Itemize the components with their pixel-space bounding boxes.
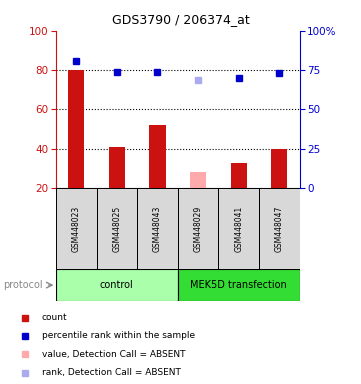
Bar — [259, 188, 300, 269]
Bar — [109, 147, 125, 188]
Text: value, Detection Call = ABSENT: value, Detection Call = ABSENT — [42, 350, 185, 359]
Text: GSM448029: GSM448029 — [193, 205, 203, 252]
Text: GSM448043: GSM448043 — [153, 205, 162, 252]
Bar — [97, 188, 137, 269]
Text: GSM448047: GSM448047 — [275, 205, 284, 252]
Text: GSM448025: GSM448025 — [112, 205, 121, 252]
Bar — [218, 188, 259, 269]
Text: GSM448023: GSM448023 — [72, 205, 81, 252]
Bar — [68, 70, 84, 188]
Bar — [56, 269, 178, 301]
Text: count: count — [42, 313, 67, 323]
Bar — [149, 125, 166, 188]
Bar — [231, 162, 247, 188]
Text: GDS3790 / 206374_at: GDS3790 / 206374_at — [112, 13, 249, 26]
Bar — [178, 188, 218, 269]
Text: percentile rank within the sample: percentile rank within the sample — [42, 331, 195, 340]
Bar — [56, 188, 97, 269]
Bar — [190, 172, 206, 188]
Text: GSM448041: GSM448041 — [234, 205, 243, 252]
Bar — [137, 188, 178, 269]
Bar — [178, 269, 300, 301]
Text: control: control — [100, 280, 134, 290]
Text: protocol: protocol — [4, 280, 43, 290]
Bar — [271, 149, 287, 188]
Text: MEK5D transfection: MEK5D transfection — [190, 280, 287, 290]
Text: rank, Detection Call = ABSENT: rank, Detection Call = ABSENT — [42, 368, 180, 377]
